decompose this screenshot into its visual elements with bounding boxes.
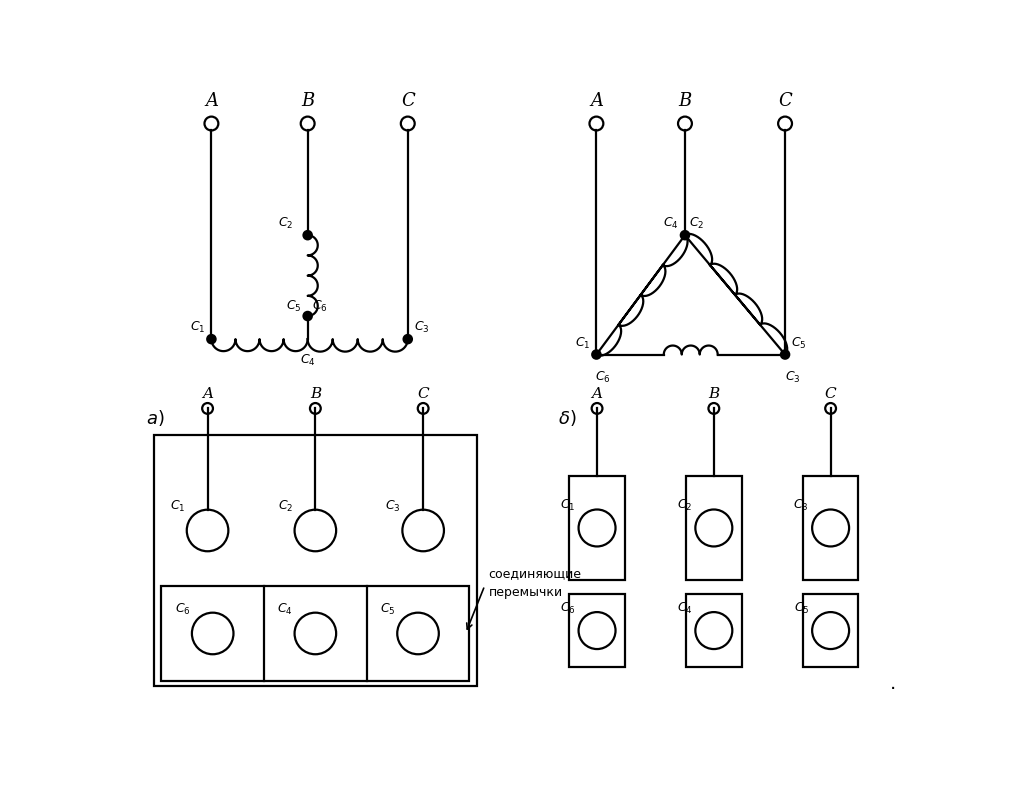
Text: $C_6$: $C_6$ xyxy=(595,370,610,385)
Text: B: B xyxy=(301,92,314,109)
Text: $C_3$: $C_3$ xyxy=(794,498,809,513)
Text: $C_1$: $C_1$ xyxy=(560,498,575,513)
Text: $a)$: $a)$ xyxy=(146,409,165,428)
Circle shape xyxy=(303,231,312,239)
Text: $C_4$: $C_4$ xyxy=(664,216,679,231)
Text: C: C xyxy=(418,386,429,401)
Text: $C_1$: $C_1$ xyxy=(170,498,185,513)
Text: $C_2$: $C_2$ xyxy=(278,498,293,513)
Text: B: B xyxy=(678,92,691,109)
Text: соединяющие: соединяющие xyxy=(488,567,582,580)
Text: $C_4$: $C_4$ xyxy=(300,353,315,368)
Text: $C_5$: $C_5$ xyxy=(286,299,301,314)
Text: $C_1$: $C_1$ xyxy=(574,336,590,351)
Circle shape xyxy=(592,350,601,359)
Text: A: A xyxy=(590,92,603,109)
Bar xyxy=(569,476,625,580)
Text: $C_4$: $C_4$ xyxy=(278,601,293,616)
Text: A: A xyxy=(205,92,218,109)
Text: $C_4$: $C_4$ xyxy=(677,601,692,616)
Text: $C_5$: $C_5$ xyxy=(794,601,809,616)
Text: $C_3$: $C_3$ xyxy=(385,498,400,513)
Text: B: B xyxy=(309,386,321,401)
Bar xyxy=(686,594,741,667)
Text: A: A xyxy=(202,386,213,401)
Circle shape xyxy=(781,350,790,359)
Text: $\delta)$: $\delta)$ xyxy=(558,409,577,428)
Bar xyxy=(154,436,477,686)
Circle shape xyxy=(681,231,689,239)
Bar xyxy=(162,586,469,681)
Text: C: C xyxy=(778,92,792,109)
Text: $C_5$: $C_5$ xyxy=(792,336,807,351)
Circle shape xyxy=(207,335,216,344)
Text: $C_6$: $C_6$ xyxy=(175,601,190,616)
Bar xyxy=(803,594,858,667)
Bar xyxy=(686,476,741,580)
Text: $C_2$: $C_2$ xyxy=(689,216,705,231)
Text: .: . xyxy=(890,674,896,693)
Text: $C_5$: $C_5$ xyxy=(380,601,395,616)
Text: A: A xyxy=(592,386,602,401)
Circle shape xyxy=(303,312,312,320)
Text: C: C xyxy=(824,386,837,401)
Text: $C_6$: $C_6$ xyxy=(560,601,575,616)
Bar xyxy=(569,594,625,667)
Text: B: B xyxy=(709,386,720,401)
Circle shape xyxy=(403,335,412,344)
Text: $C_3$: $C_3$ xyxy=(785,370,801,385)
Text: $C_1$: $C_1$ xyxy=(189,320,205,335)
Text: $C_2$: $C_2$ xyxy=(279,216,294,231)
Text: C: C xyxy=(400,92,415,109)
Text: $C_2$: $C_2$ xyxy=(677,498,692,513)
Text: $C_6$: $C_6$ xyxy=(311,299,328,314)
Text: перемычки: перемычки xyxy=(488,585,563,599)
Text: $C_3$: $C_3$ xyxy=(414,320,429,335)
Bar xyxy=(803,476,858,580)
